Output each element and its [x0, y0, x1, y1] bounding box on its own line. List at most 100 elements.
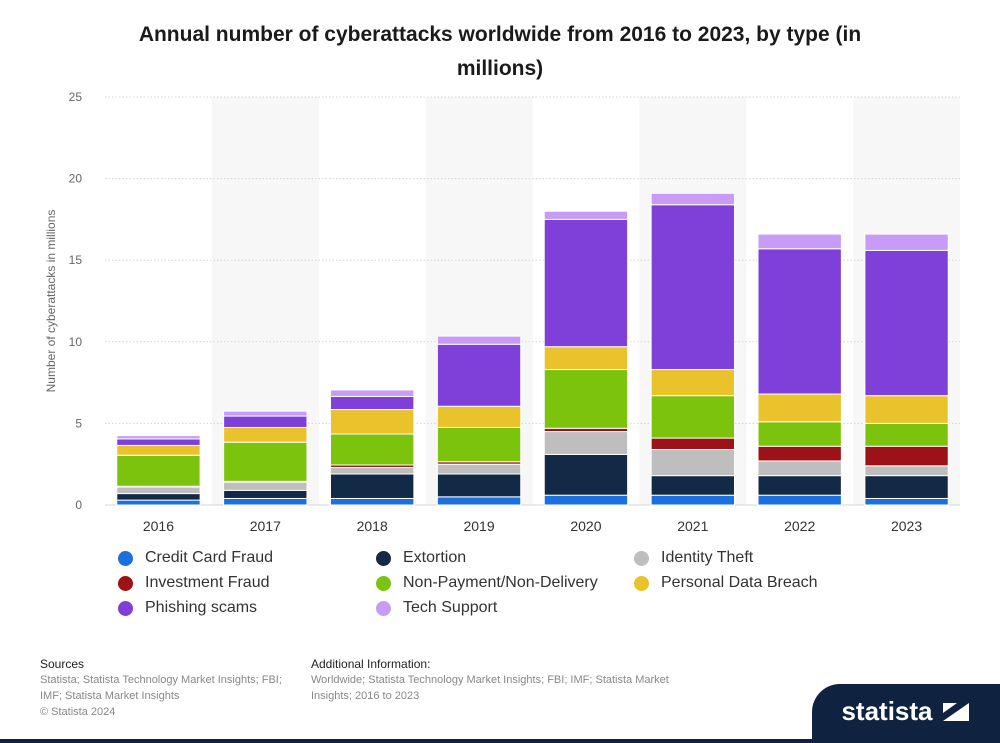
bar-segment-non-payment-non-delivery — [757, 421, 842, 447]
bar-segment-investment-fraud — [864, 445, 949, 467]
legend-item-identity-theft[interactable]: Identity Theft — [634, 547, 878, 569]
x-tick-label: 2019 — [463, 518, 494, 534]
legend-label: Phishing scams — [145, 599, 258, 616]
legend-label: Credit Card Fraud — [145, 549, 274, 566]
bar-segment-extortion — [650, 475, 735, 496]
bar-segment-tech-support — [116, 435, 201, 440]
bar-segment-non-payment-non-delivery — [864, 422, 949, 447]
legend-swatch — [118, 575, 133, 591]
x-tick-label: 2021 — [677, 518, 708, 534]
bar-segment-non-payment-non-delivery — [436, 426, 522, 463]
bar-segment-tech-support — [757, 233, 842, 250]
legend-item-personal-data-breach[interactable]: Personal Data Breach — [634, 572, 878, 594]
y-tick-label: 25 — [69, 90, 83, 104]
legend-item-phishing-scams[interactable]: Phishing scams — [118, 597, 376, 619]
legend-item-tech-support[interactable]: Tech Support — [376, 597, 634, 619]
bar-segment-identity-theft — [864, 465, 949, 477]
x-tick-label: 2023 — [891, 518, 922, 534]
bar-segment-personal-data-breach — [757, 393, 842, 423]
bar-segment-investment-fraud — [650, 437, 735, 451]
bar-segment-credit-card-fraud — [650, 494, 735, 506]
y-tick-label: 0 — [75, 498, 82, 512]
legend-swatch — [634, 550, 649, 566]
footer-rule — [0, 739, 1000, 743]
y-tick-label: 5 — [75, 416, 82, 430]
bar-segment-tech-support — [223, 410, 308, 417]
bar-segment-tech-support — [650, 192, 735, 206]
bar-segment-phishing-scams — [864, 249, 949, 397]
bar-segment-extortion — [757, 475, 842, 496]
legend-swatch — [118, 550, 133, 566]
bar-segment-tech-support — [330, 389, 415, 397]
bar-segment-personal-data-breach — [223, 426, 308, 443]
bar-segment-phishing-scams — [650, 204, 735, 371]
additional-info-line: Worldwide; Statista Technology Market In… — [311, 674, 669, 686]
legend-item-extortion[interactable]: Extortion — [376, 547, 634, 569]
legend-label: Investment Fraud — [145, 574, 270, 591]
bar-segment-tech-support — [864, 233, 949, 251]
y-tick-label: 20 — [69, 172, 83, 186]
bar-segment-identity-theft — [543, 431, 629, 455]
legend-item-investment-fraud[interactable]: Investment Fraud — [118, 572, 376, 594]
bar-segment-identity-theft — [330, 466, 415, 475]
statista-logo-icon — [942, 702, 969, 721]
bar-segment-investment-fraud — [757, 445, 842, 462]
bar-segment-personal-data-breach — [543, 346, 629, 371]
bar-segment-phishing-scams — [223, 415, 308, 428]
sources-heading: Sources — [40, 657, 85, 671]
y-axis-label: Number of cyberattacks in millions — [44, 210, 58, 393]
chart-title: Annual number of cyberattacks worldwide … — [138, 23, 862, 80]
bar-segment-extortion — [864, 475, 949, 499]
legend-swatch — [376, 575, 391, 591]
bar-segment-credit-card-fraud — [330, 497, 415, 506]
legend-label: Non-Payment/Non-Delivery — [403, 574, 598, 591]
bar-segment-tech-support — [436, 335, 522, 345]
bar-segment-extortion — [436, 473, 522, 498]
bar-segment-identity-theft — [436, 463, 522, 475]
bar-segment-personal-data-breach — [436, 405, 522, 428]
x-tick-label: 2022 — [784, 518, 815, 534]
additional-info-line: Insights; 2016 to 2023 — [311, 690, 420, 702]
legend-label: Extortion — [403, 549, 467, 566]
bar-segment-credit-card-fraud — [116, 499, 201, 506]
bar-segment-extortion — [330, 473, 415, 499]
bar-segment-identity-theft — [757, 460, 842, 477]
bar-segment-non-payment-non-delivery — [330, 433, 415, 466]
legend-item-credit-card-fraud[interactable]: Credit Card Fraud — [118, 547, 376, 569]
bar-segment-identity-theft — [116, 486, 201, 495]
bar-segment-personal-data-breach — [330, 409, 415, 435]
bar-segment-tech-support — [543, 210, 629, 220]
bar-segment-phishing-scams — [436, 343, 522, 407]
bar-segment-phishing-scams — [543, 218, 629, 348]
bar-segment-non-payment-non-delivery — [223, 441, 308, 482]
bar-segment-extortion — [116, 493, 201, 501]
bar-segment-credit-card-fraud — [223, 497, 308, 506]
statista-logo[interactable]: statista — [812, 684, 1000, 739]
copyright-line: © Statista 2024 — [40, 706, 116, 718]
sources-line: IMF; Statista Market Insights — [40, 690, 180, 702]
bar-segment-phishing-scams — [757, 248, 842, 395]
bar-segment-personal-data-breach — [650, 369, 735, 397]
brand-wordmark: statista — [841, 696, 933, 726]
legend-label: Identity Theft — [661, 549, 754, 566]
bar-segment-extortion — [223, 489, 308, 499]
bar-segment-phishing-scams — [330, 395, 415, 411]
sources-line: Statista; Statista Technology Market Ins… — [40, 674, 282, 686]
bar-segment-non-payment-non-delivery — [116, 454, 201, 487]
bar-segment-phishing-scams — [116, 438, 201, 446]
x-tick-label: 2020 — [570, 518, 601, 534]
bar-segment-credit-card-fraud — [436, 496, 522, 506]
stacked-bar-chart: 0 5 10 15 20 25 Number of cyberattacks in mill… — [44, 90, 960, 534]
legend-swatch — [376, 600, 391, 616]
chart-legend: Credit Card Fraud Extortion Identity Theft… — [118, 547, 878, 619]
x-tick-label: 2017 — [250, 518, 281, 534]
x-tick-label: 2016 — [143, 518, 174, 534]
legend-swatch — [634, 575, 649, 591]
bar-segment-personal-data-breach — [116, 444, 201, 456]
legend-item-non-payment-non-delivery[interactable]: Non-Payment/Non-Delivery — [376, 572, 634, 594]
bar-segment-extortion — [543, 453, 629, 496]
additional-info-block: Additional Information: Worldwide; Stati… — [311, 656, 711, 704]
bar-segment-credit-card-fraud — [757, 494, 842, 506]
bar-segment-personal-data-breach — [864, 395, 949, 424]
sources-block: Sources Statista; Statista Technology Ma… — [40, 656, 310, 720]
